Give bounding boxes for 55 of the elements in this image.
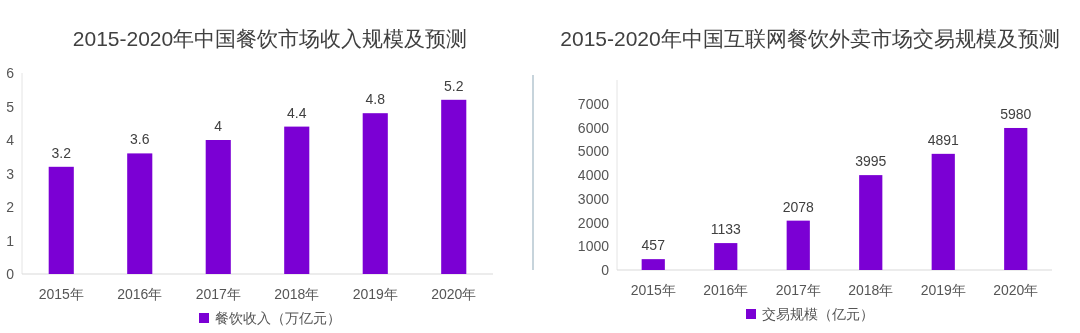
data-label: 3.6 [130, 131, 150, 148]
x-tick-label: 2018年 [848, 282, 894, 298]
bar [931, 153, 955, 270]
x-tick-label: 2017年 [195, 286, 241, 302]
data-label: 3995 [855, 153, 887, 170]
data-label: 1133 [710, 221, 742, 238]
x-tick-label: 2019年 [920, 282, 966, 298]
y-tick-label: 5 [6, 98, 15, 115]
y-tick-label: 6000 [577, 119, 610, 136]
y-tick-label: 5000 [577, 143, 610, 160]
x-tick-label: 2016年 [703, 282, 749, 298]
bar [48, 166, 74, 274]
x-tick-label: 2017年 [775, 282, 821, 298]
y-tick-label: 0 [6, 266, 15, 282]
y-tick-label: 3 [6, 165, 15, 182]
x-tick-label: 2020年 [993, 282, 1039, 298]
bar [714, 243, 738, 270]
x-tick-label: 2015年 [38, 286, 84, 302]
data-label: 5.2 [444, 77, 464, 94]
bar [284, 126, 310, 274]
y-tick-label: 1 [6, 232, 15, 249]
y-tick-label: 2000 [577, 214, 610, 231]
data-label: 4891 [927, 131, 960, 148]
data-label: 4 [214, 118, 223, 134]
bar [362, 113, 388, 274]
bar [205, 140, 231, 274]
bar [641, 259, 665, 270]
y-tick-label: 6 [6, 65, 15, 81]
chart-title: 2015-2020年中国互联网餐饮外卖市场交易规模及预测 [560, 27, 1060, 50]
data-label: 5980 [1000, 105, 1032, 122]
data-label: 4.4 [287, 104, 307, 121]
data-label: 3.2 [51, 144, 72, 161]
x-tick-label: 2018年 [274, 286, 320, 302]
y-tick-label: 4000 [577, 167, 610, 183]
bar [441, 99, 467, 274]
bar [127, 153, 153, 274]
y-tick-label: 2 [6, 199, 15, 215]
x-tick-label: 2016年 [117, 286, 163, 302]
bar [786, 220, 810, 270]
data-label: 457 [641, 237, 666, 254]
data-label: 2078 [782, 198, 815, 215]
legend-label: 餐饮收入（万亿元） [215, 310, 341, 326]
x-tick-label: 2015年 [630, 282, 676, 298]
x-tick-label: 2019年 [352, 286, 398, 302]
y-tick-label: 1000 [577, 238, 610, 255]
x-tick-label: 2020年 [431, 286, 477, 302]
y-tick-label: 0 [601, 262, 610, 278]
y-tick-label: 7000 [577, 95, 610, 112]
bar [859, 175, 883, 270]
legend-label: 交易规模（亿元） [762, 306, 874, 322]
chart-title: 2015-2020年中国餐饮市场收入规模及预测 [72, 27, 468, 50]
y-tick-label: 3000 [577, 190, 610, 207]
data-label: 4.8 [365, 91, 386, 108]
y-tick-label: 4 [6, 132, 15, 148]
bar [1004, 127, 1028, 270]
